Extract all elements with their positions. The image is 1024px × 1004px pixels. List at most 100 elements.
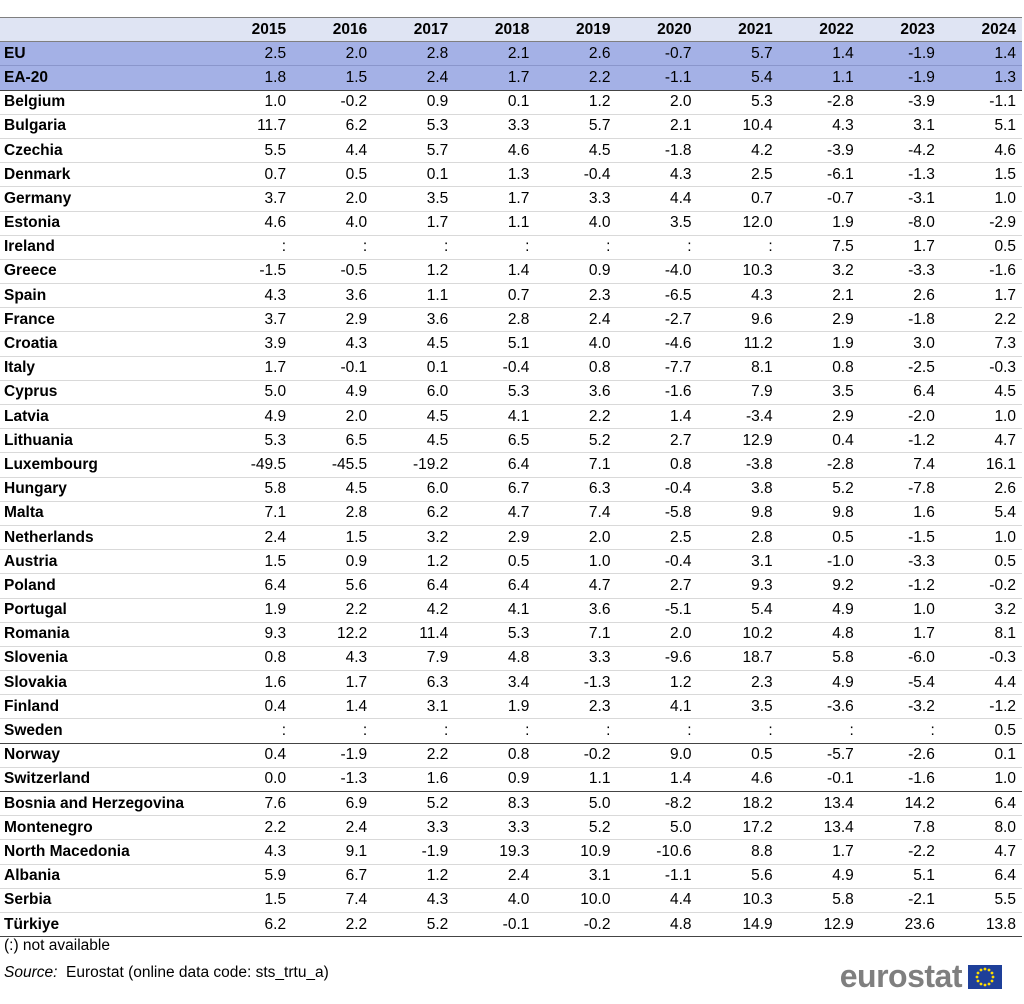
cell: 23.6 bbox=[859, 912, 941, 938]
cell: 7.3 bbox=[940, 331, 1022, 357]
cell: 1.5 bbox=[292, 525, 374, 551]
cell: -2.7 bbox=[616, 307, 698, 333]
cell: 7.5 bbox=[778, 235, 860, 260]
cell: 3.3 bbox=[535, 186, 617, 212]
row-label: Hungary bbox=[0, 477, 211, 502]
cell: 1.7 bbox=[454, 65, 536, 91]
column-header: 2015 bbox=[211, 16, 293, 43]
footer: (:) not available Source: Eurostat (onli… bbox=[4, 932, 329, 986]
table-row: North Macedonia 4.3 9.1 -1.9 19.3 10.9 -10.6 8.… bbox=[0, 839, 1022, 865]
cell: 4.1 bbox=[454, 598, 536, 623]
cell: 3.9 bbox=[211, 331, 293, 357]
cell: 5.0 bbox=[535, 791, 617, 817]
cell: 1.1 bbox=[535, 767, 617, 793]
cell: 6.2 bbox=[292, 114, 374, 139]
cell: : bbox=[373, 718, 455, 744]
table-row: Belgium 1.0 -0.2 0.9 0.1 1.2 2.0 5.3 -2.8 -3.9 -1.… bbox=[0, 90, 1022, 115]
cell: -1.0 bbox=[778, 549, 860, 575]
cell: 6.4 bbox=[940, 864, 1022, 889]
cell: 10.0 bbox=[535, 888, 617, 913]
cell: 2.4 bbox=[535, 307, 617, 333]
cell: 2.2 bbox=[292, 598, 374, 623]
cell: 12.9 bbox=[697, 428, 779, 454]
table-row: Austria 1.5 0.9 1.2 0.5 1.0 -0.4 3.1 -1.0 -3.3 0.5 bbox=[0, 549, 1022, 575]
cell: : bbox=[454, 718, 536, 744]
cell: 1.4 bbox=[940, 41, 1022, 67]
cell: 2.2 bbox=[373, 743, 455, 768]
cell: 4.1 bbox=[454, 404, 536, 430]
cell: -3.3 bbox=[859, 259, 941, 285]
column-header: 2017 bbox=[373, 16, 455, 43]
cell: 4.9 bbox=[778, 864, 860, 889]
cell: -1.8 bbox=[616, 138, 698, 164]
cell: -2.8 bbox=[778, 452, 860, 478]
cell: 2.5 bbox=[697, 162, 779, 188]
table-row: Lithuania 5.3 6.5 4.5 6.5 5.2 2.7 12.9 0.4 -1.2 4.… bbox=[0, 428, 1022, 454]
cell: 5.4 bbox=[697, 65, 779, 91]
cell: 0.4 bbox=[778, 428, 860, 454]
cell: 3.5 bbox=[697, 694, 779, 720]
cell: 6.4 bbox=[373, 573, 455, 599]
source-text: Eurostat (online data code: sts_trtu_a) bbox=[66, 964, 329, 981]
cell: 7.6 bbox=[211, 791, 293, 817]
cell: 1.5 bbox=[940, 162, 1022, 188]
cell: 2.0 bbox=[292, 404, 374, 430]
cell: 6.0 bbox=[373, 477, 455, 502]
row-label: Bosnia and Herzegovina bbox=[0, 791, 211, 817]
cell: 17.2 bbox=[697, 815, 779, 841]
cell: 1.9 bbox=[778, 211, 860, 236]
table-row: Luxembourg -49.5 -45.5 -19.2 6.4 7.1 0.8 -3.8 -2… bbox=[0, 452, 1022, 478]
cell: 6.3 bbox=[373, 670, 455, 696]
cell: 2.8 bbox=[697, 525, 779, 551]
cell: 6.4 bbox=[940, 791, 1022, 817]
cell: -1.1 bbox=[616, 864, 698, 889]
data-table: 2015 2016 2017 2018 2019 2020 2021 2022 2023 2024… bbox=[0, 16, 1022, 938]
cell: -1.9 bbox=[292, 743, 374, 768]
cell: 1.7 bbox=[211, 356, 293, 381]
cell: 2.8 bbox=[454, 307, 536, 333]
corner-cell bbox=[0, 16, 211, 43]
table-row: Germany 3.7 2.0 3.5 1.7 3.3 4.4 0.7 -0.7 -3.1 1.0 bbox=[0, 186, 1022, 212]
cell: : bbox=[292, 718, 374, 744]
cell: 4.2 bbox=[373, 598, 455, 623]
cell: 18.2 bbox=[697, 791, 779, 817]
row-label: Montenegro bbox=[0, 815, 211, 841]
cell: 1.3 bbox=[940, 65, 1022, 91]
column-header: 2019 bbox=[535, 16, 617, 43]
row-label: Estonia bbox=[0, 211, 211, 236]
cell: -19.2 bbox=[373, 452, 455, 478]
table-row: Cyprus 5.0 4.9 6.0 5.3 3.6 -1.6 7.9 3.5 6.4 4.5 bbox=[0, 380, 1022, 406]
row-label: Romania bbox=[0, 622, 211, 647]
cell: 1.7 bbox=[940, 283, 1022, 309]
cell: 5.4 bbox=[940, 501, 1022, 526]
row-label: Luxembourg bbox=[0, 452, 211, 478]
cell: 12.2 bbox=[292, 622, 374, 647]
cell: -0.4 bbox=[454, 356, 536, 381]
cell: 3.6 bbox=[292, 283, 374, 309]
cell: 1.2 bbox=[373, 549, 455, 575]
cell: 2.0 bbox=[292, 186, 374, 212]
cell: 1.0 bbox=[940, 767, 1022, 793]
cell: 1.7 bbox=[859, 235, 941, 260]
cell: 1.1 bbox=[778, 65, 860, 91]
cell: 1.0 bbox=[211, 90, 293, 115]
cell: 1.1 bbox=[454, 211, 536, 236]
cell: 6.5 bbox=[454, 428, 536, 454]
cell: 2.7 bbox=[616, 428, 698, 454]
cell: 9.1 bbox=[292, 839, 374, 865]
cell: -7.8 bbox=[859, 477, 941, 502]
cell: 5.4 bbox=[697, 598, 779, 623]
cell: 3.2 bbox=[940, 598, 1022, 623]
cell: 6.2 bbox=[211, 912, 293, 938]
row-label: Cyprus bbox=[0, 380, 211, 406]
cell: 4.6 bbox=[454, 138, 536, 164]
cell: : bbox=[697, 718, 779, 744]
cell: -0.4 bbox=[616, 549, 698, 575]
cell: 0.1 bbox=[454, 90, 536, 115]
cell: 4.7 bbox=[940, 839, 1022, 865]
cell: -3.6 bbox=[778, 694, 860, 720]
cell: 6.4 bbox=[454, 452, 536, 478]
cell: 2.6 bbox=[940, 477, 1022, 502]
cell: 5.7 bbox=[535, 114, 617, 139]
cell: 1.6 bbox=[373, 767, 455, 793]
